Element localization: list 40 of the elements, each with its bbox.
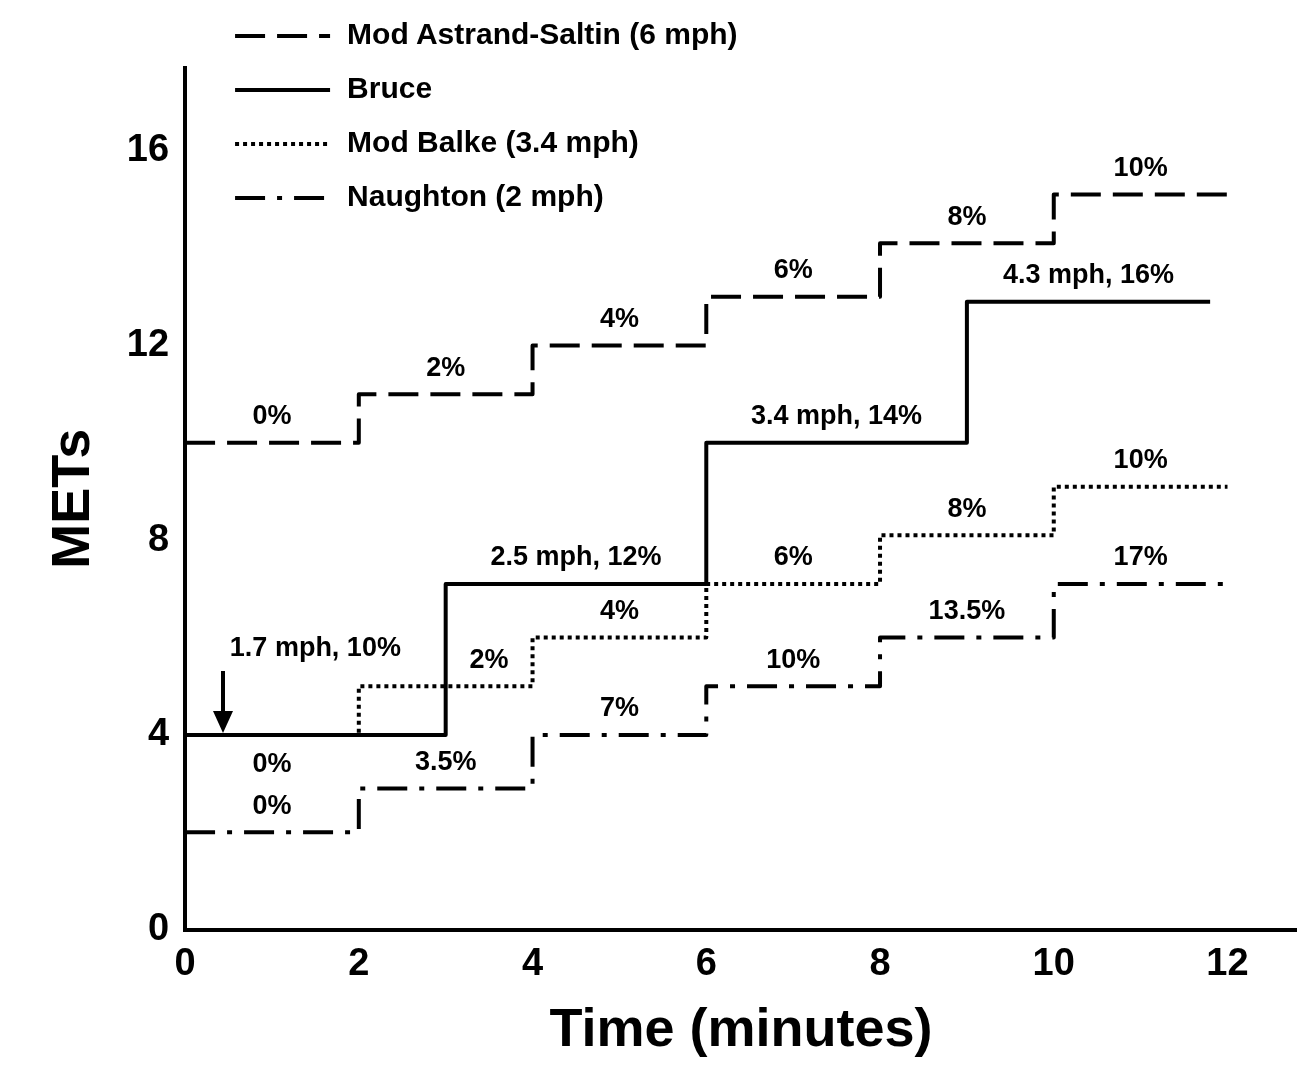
annotation: 0% xyxy=(252,748,292,779)
x-tick-label: 2 xyxy=(348,940,370,983)
annotation: 3.5% xyxy=(414,745,477,776)
y-axis-title: METs xyxy=(40,428,101,569)
y-tick-label: 4 xyxy=(147,711,170,754)
annotation: 6% xyxy=(773,254,813,285)
x-tick-label: 12 xyxy=(1206,940,1249,983)
annotation: 8% xyxy=(947,200,987,231)
x-tick-label: 6 xyxy=(695,940,717,983)
annotation: 0% xyxy=(252,400,292,431)
y-tick-label: 8 xyxy=(147,516,170,559)
annotation: 4% xyxy=(599,302,639,333)
annotation: 13.5% xyxy=(928,594,1006,625)
annotation: 2.5 mph, 12% xyxy=(490,541,662,572)
annotation: 1.7 mph, 10% xyxy=(229,632,401,663)
annotation: 2% xyxy=(426,351,466,382)
legend-label: Bruce xyxy=(347,71,433,105)
annotation: 10% xyxy=(766,643,821,674)
annotation: 10% xyxy=(1113,152,1168,183)
annotation: 4.3 mph, 16% xyxy=(1002,259,1175,290)
annotation: 8% xyxy=(947,492,987,523)
annotation: 10% xyxy=(1113,444,1168,475)
x-axis-title: Time (minutes) xyxy=(549,997,933,1058)
x-tick-label: 0 xyxy=(174,940,196,983)
annotation: 17% xyxy=(1113,541,1168,572)
annotation: 3.4 mph, 14% xyxy=(751,400,923,431)
annotation: 6% xyxy=(773,541,813,572)
x-tick-label: 10 xyxy=(1032,940,1075,983)
annotation: 0% xyxy=(252,789,292,820)
y-tick-label: 0 xyxy=(147,906,170,949)
x-tick-label: 8 xyxy=(869,940,891,983)
legend-label: Mod Balke (3.4 mph) xyxy=(347,125,639,159)
y-tick-label: 12 xyxy=(126,321,170,364)
legend-label: Mod Astrand-Saltin (6 mph) xyxy=(347,17,738,51)
annotation: 2% xyxy=(469,643,509,674)
annotation: 7% xyxy=(599,692,639,723)
x-tick-label: 4 xyxy=(521,940,544,983)
y-tick-label: 16 xyxy=(126,127,170,170)
annotation: 4% xyxy=(599,594,639,625)
legend-label: Naughton (2 mph) xyxy=(347,179,604,213)
